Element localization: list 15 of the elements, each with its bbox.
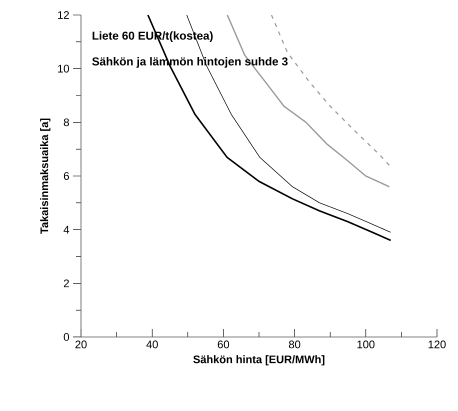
- y-tick-label: 2: [64, 279, 69, 288]
- x-axis-title: Sähkön hinta [EUR/MWh]: [193, 355, 324, 366]
- y-tick-label: 12: [58, 11, 69, 19]
- x-tick-label: 60: [218, 340, 230, 348]
- y-tick-label: 8: [64, 118, 69, 126]
- x-tick-label: 80: [288, 340, 300, 348]
- y-tick-label: 4: [64, 226, 70, 234]
- x-tick-label: 120: [428, 340, 446, 348]
- x-tick-label: 40: [146, 340, 158, 348]
- x-tick-label: 100: [357, 340, 375, 348]
- y-axis-title: Takaisinmaksuaika [a]: [40, 118, 50, 234]
- y-tick-label: 10: [58, 64, 70, 73]
- y-tick-label: 6: [64, 172, 69, 180]
- y-tick-label: 0: [64, 333, 70, 341]
- x-tick-label: 20: [75, 340, 87, 348]
